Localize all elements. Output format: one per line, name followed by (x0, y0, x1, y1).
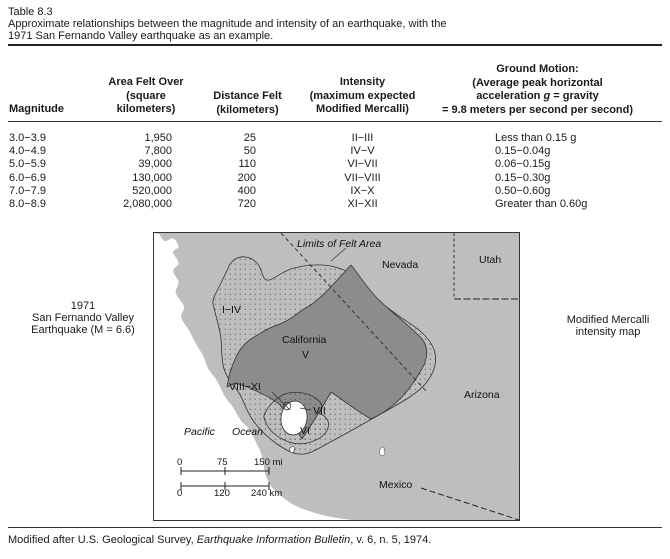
svg-text:Limits of Felt Area: Limits of Felt Area (297, 238, 381, 250)
svg-text:VII: VII (313, 405, 326, 417)
svg-text:0: 0 (177, 488, 182, 499)
svg-text:0: 0 (177, 457, 182, 468)
svg-text:Mexico: Mexico (379, 479, 412, 491)
svg-text:Arizona: Arizona (464, 389, 500, 401)
svg-text:Ocean: Ocean (232, 426, 263, 438)
svg-text:VIII−XI: VIII−XI (229, 381, 261, 393)
svg-text:150 mi: 150 mi (254, 457, 283, 468)
svg-text:I−IV: I−IV (222, 304, 241, 316)
svg-text:Nevada: Nevada (382, 259, 418, 271)
svg-text:VI: VI (300, 425, 310, 437)
svg-text:Pacific: Pacific (184, 426, 216, 438)
svg-text:75: 75 (217, 457, 228, 468)
svg-text:240 km: 240 km (251, 488, 282, 499)
svg-text:120: 120 (214, 488, 230, 499)
svg-text:California: California (282, 334, 327, 346)
svg-text:Utah: Utah (479, 254, 501, 266)
svg-text:V: V (302, 349, 309, 361)
